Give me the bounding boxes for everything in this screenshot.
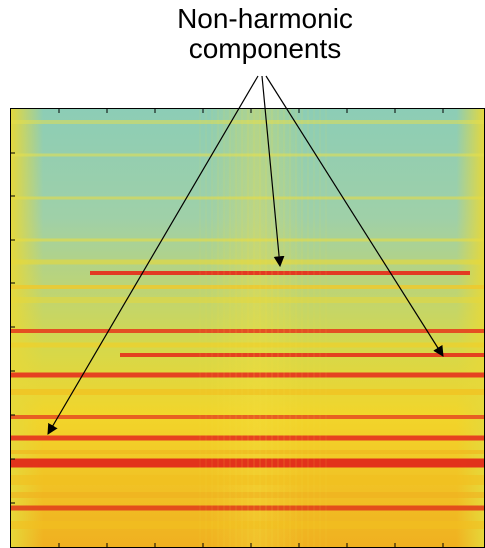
- spectral-band: [10, 285, 485, 289]
- spectral-band: [10, 342, 485, 348]
- spectrogram-plot: [10, 108, 485, 548]
- spectrogram-center-glow: [10, 108, 485, 548]
- spectral-band: [10, 259, 485, 265]
- spectral-band: [90, 271, 470, 275]
- spectral-band: [10, 450, 485, 454]
- annotation-label: Non-harmonic components: [150, 4, 380, 64]
- spectral-band: [10, 238, 485, 242]
- spectral-band: [10, 475, 485, 485]
- spectral-band: [120, 353, 485, 357]
- annotation-line-1: Non-harmonic: [177, 3, 353, 34]
- spectral-band: [10, 505, 485, 511]
- axis-ticks: [10, 108, 444, 548]
- arrow-right: [265, 75, 444, 357]
- spectral-band: [10, 297, 485, 303]
- arrow-center: [261, 75, 285, 268]
- spectral-band: [10, 120, 485, 124]
- spectral-band: [10, 196, 485, 200]
- spectral-bands: [10, 108, 485, 548]
- annotation-line-2: components: [188, 33, 342, 64]
- spectral-band: [10, 329, 485, 333]
- spectral-band: [10, 372, 485, 378]
- spectral-band: [10, 521, 485, 529]
- annotation-arrows: [47, 75, 444, 435]
- spectral-band: [10, 435, 485, 441]
- spectral-band: [10, 153, 485, 157]
- spectral-band: [10, 492, 485, 498]
- arrow-left: [47, 75, 259, 435]
- spectral-band: [10, 389, 485, 395]
- spectral-band: [10, 415, 485, 419]
- spectral-band: [10, 458, 485, 468]
